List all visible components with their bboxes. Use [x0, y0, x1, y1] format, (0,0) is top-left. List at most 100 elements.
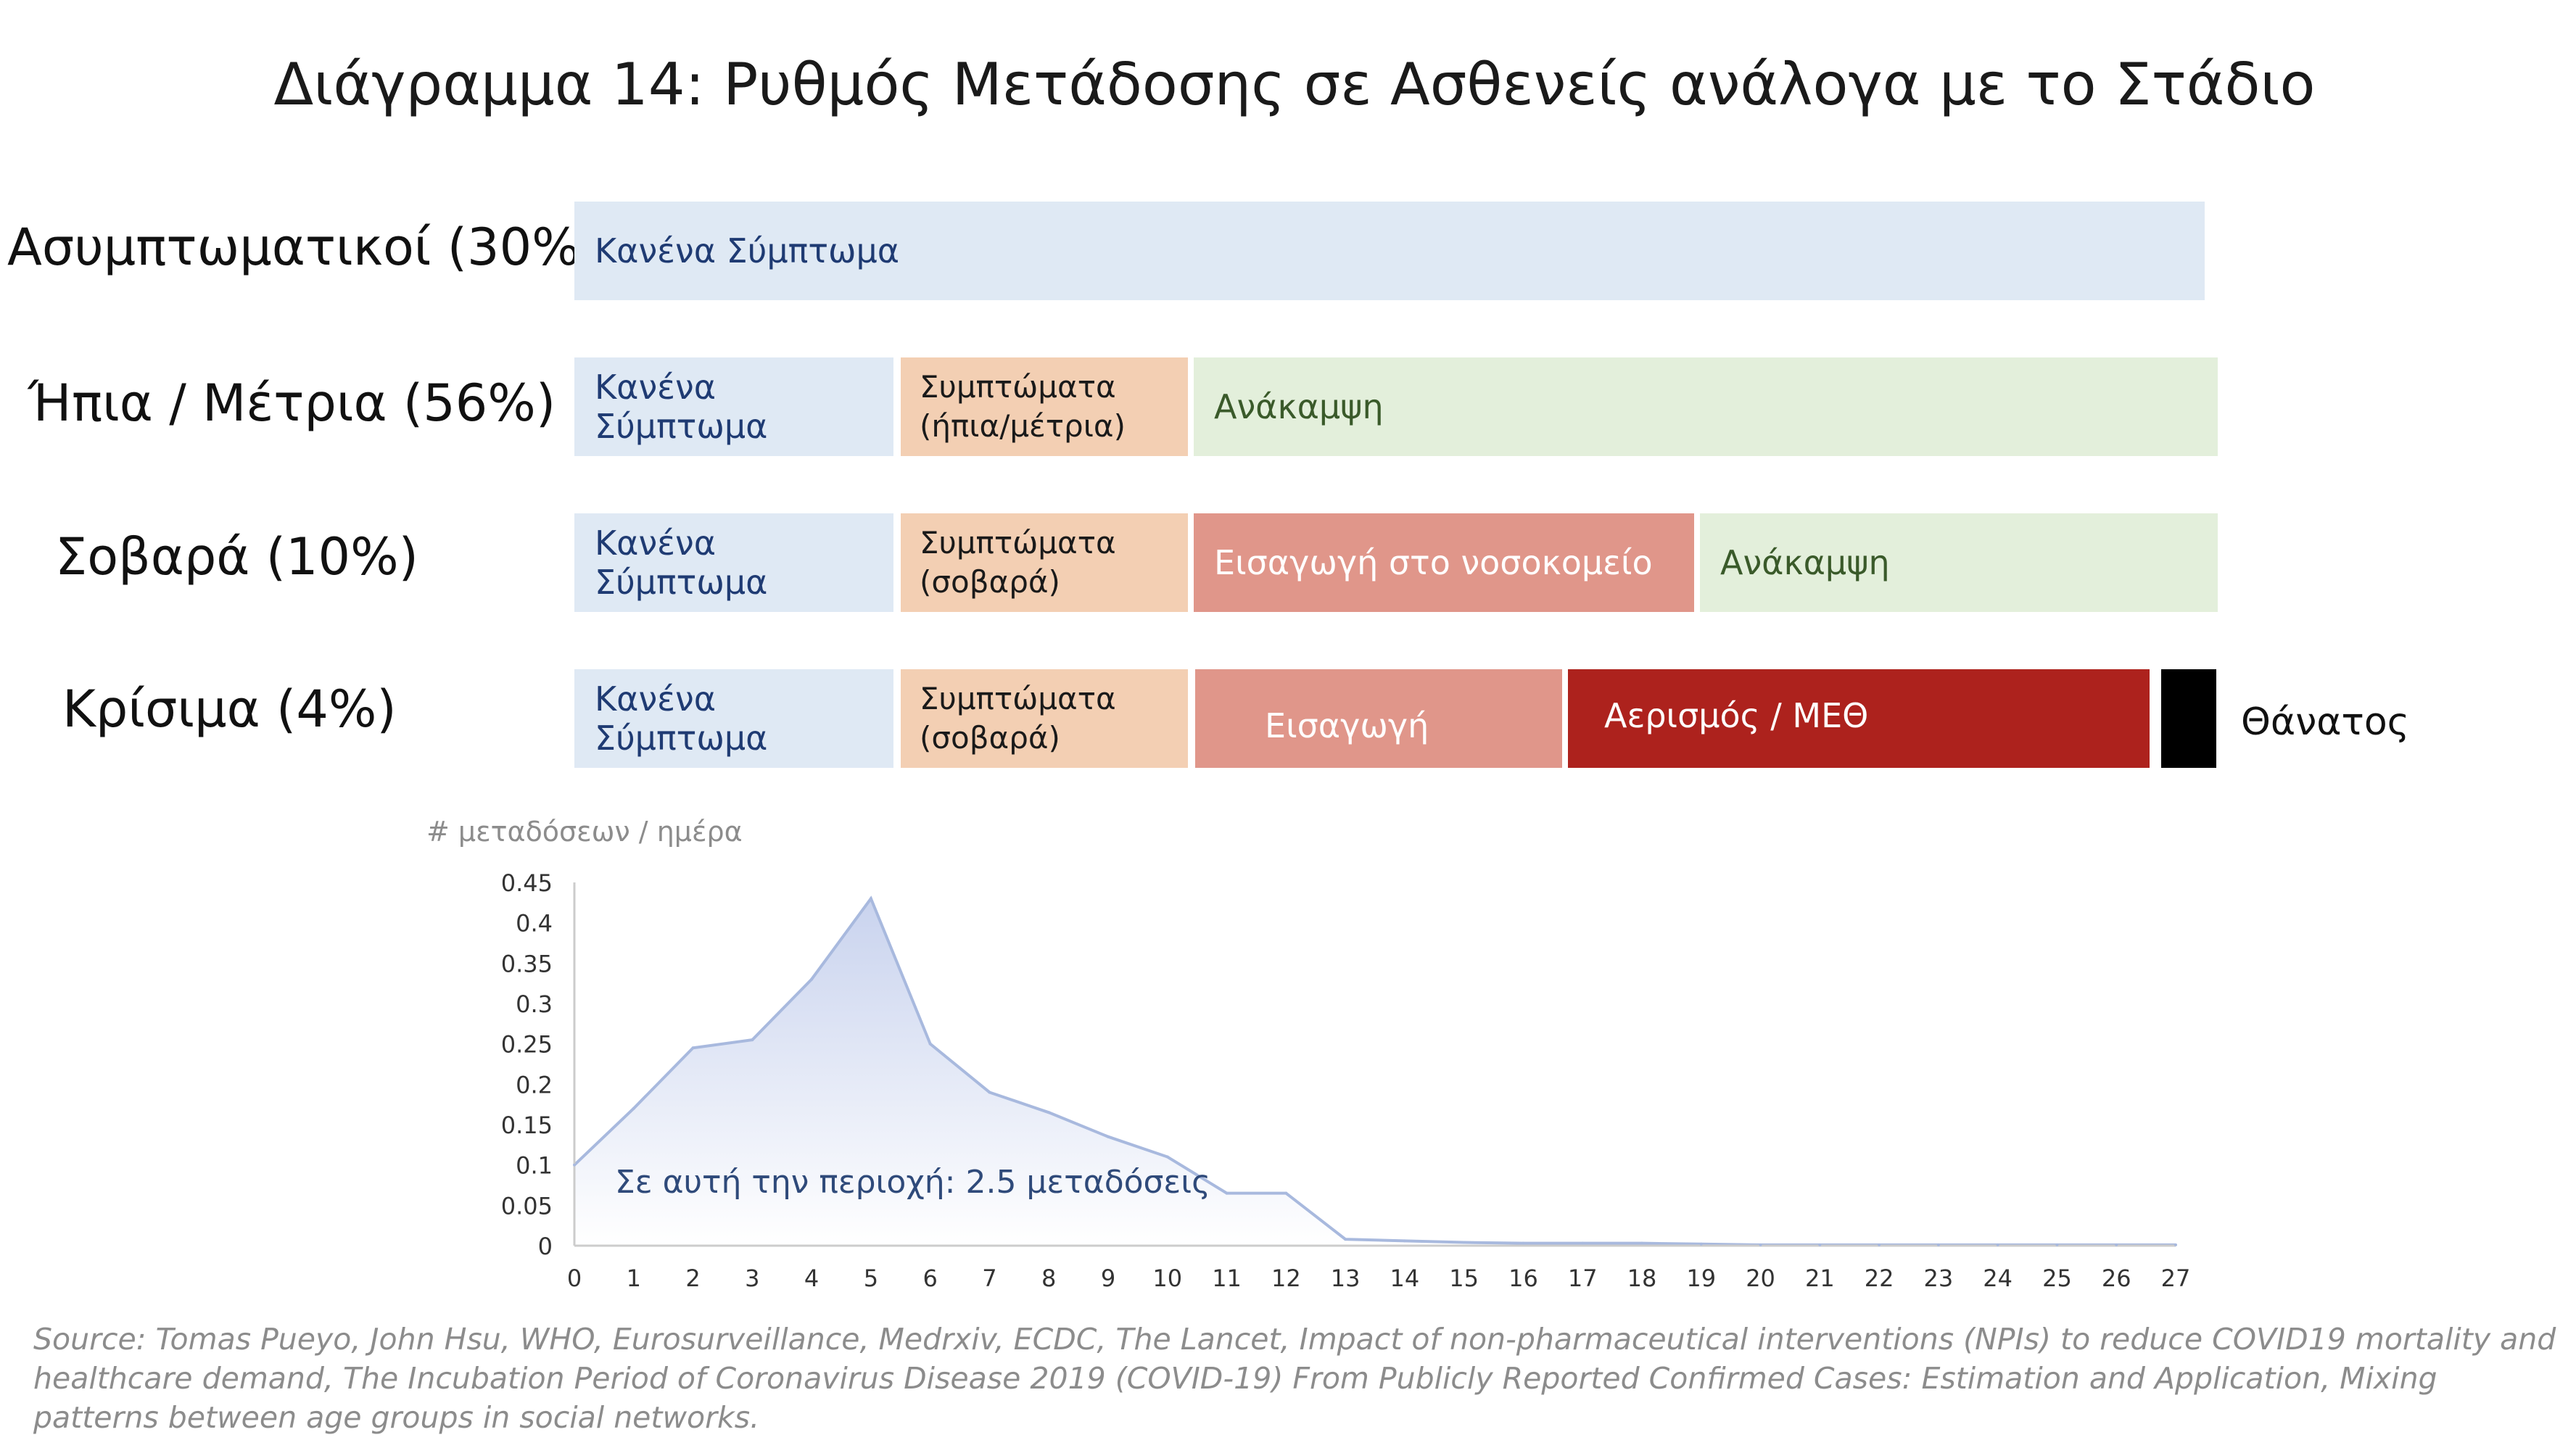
segment-no-symptoms: Κανένα Σύμπτωμα: [574, 669, 893, 768]
y-tick-label: 0.1: [516, 1152, 553, 1180]
segment-label: Συμπτώματα (σοβαρά): [920, 681, 1116, 756]
y-tick-label: 0.3: [516, 990, 553, 1018]
data-point: [751, 1038, 754, 1042]
segment-label: Κανένα Σύμπτωμα: [595, 231, 900, 270]
x-tick-label: 25: [2042, 1265, 2072, 1292]
x-tick-label: 4: [804, 1265, 819, 1292]
y-tick-label: 0: [538, 1233, 553, 1260]
y-axis-ticks: 0 0.05 0.1 0.15 0.2 0.25 0.3 0.35 0.4 0.45: [501, 869, 553, 1260]
x-tick-label: 22: [1865, 1265, 1894, 1292]
x-tick-label: 21: [1805, 1265, 1835, 1292]
x-tick-label: 17: [1568, 1265, 1598, 1292]
y-tick-label: 0.45: [501, 869, 553, 897]
segment-label: Συμπτώματα (ήπια/μέτρια): [920, 369, 1126, 444]
segment-recovery: Ανάκαμψη: [1194, 357, 2218, 456]
segment-label: Αερισμός / ΜΕΘ: [1604, 696, 1869, 735]
data-point: [869, 897, 872, 901]
death-label: Θάνατος: [2241, 700, 2410, 744]
segment-label: Ανάκαμψη: [1720, 543, 1890, 582]
data-point: [1936, 1243, 1940, 1246]
x-tick-label: 20: [1746, 1265, 1775, 1292]
data-point: [1165, 1155, 1169, 1159]
x-tick-label: 12: [1271, 1265, 1301, 1292]
y-tick-label: 0.05: [501, 1192, 553, 1220]
x-axis-ticks: 0 1 2 3 4 5 6 7 8 9 10 11 12 13 14 15 16 17 18 19 20 21 22 23 24…: [567, 1265, 2191, 1292]
y-axis-label: # μεταδόσεων / ημέρα: [426, 816, 743, 848]
x-tick-label: 19: [1686, 1265, 1716, 1292]
x-tick-label: 8: [1041, 1265, 1056, 1292]
data-point: [1284, 1191, 1288, 1195]
y-tick-label: 0.4: [516, 910, 553, 938]
segment-label: Κανένα Σύμπτωμα: [595, 524, 768, 602]
x-tick-label: 10: [1152, 1265, 1182, 1292]
data-point: [1640, 1241, 1643, 1245]
data-point: [1107, 1135, 1110, 1138]
segment-symptoms: Συμπτώματα (σοβαρά): [901, 669, 1188, 768]
x-tick-label: 13: [1331, 1265, 1361, 1292]
y-tick-label: 0.25: [501, 1031, 553, 1059]
data-point: [928, 1042, 932, 1046]
segment-death: [2161, 669, 2216, 768]
data-point: [573, 1163, 576, 1167]
data-point: [1344, 1238, 1347, 1241]
segment-symptoms: Συμπτώματα (σοβαρά): [901, 513, 1188, 612]
data-point: [1699, 1242, 1703, 1246]
x-tick-label: 27: [2161, 1265, 2191, 1292]
x-tick-label: 0: [567, 1265, 582, 1292]
segment-hospital: Εισαγωγή: [1195, 669, 1562, 768]
row-label-severe: Σοβαρά (10%): [55, 527, 418, 587]
row-label-critical: Κρίσιμα (4%): [62, 679, 397, 739]
x-tick-label: 18: [1627, 1265, 1657, 1292]
x-tick-label: 5: [864, 1265, 878, 1292]
segment-label: Κανένα Σύμπτωμα: [595, 368, 768, 446]
y-tick-label: 0.35: [501, 950, 553, 977]
data-point: [2174, 1243, 2177, 1246]
data-point: [1225, 1191, 1229, 1195]
x-tick-label: 24: [1983, 1265, 2012, 1292]
data-point: [2115, 1243, 2118, 1246]
x-tick-label: 3: [745, 1265, 759, 1292]
data-point: [1462, 1241, 1466, 1244]
x-tick-label: 1: [627, 1265, 641, 1292]
data-point: [810, 977, 814, 981]
x-tick-label: 7: [982, 1265, 996, 1292]
data-point: [1996, 1243, 1999, 1246]
segment-recovery: Ανάκαμψη: [1700, 513, 2218, 612]
data-point: [1581, 1241, 1585, 1245]
x-tick-label: 9: [1101, 1265, 1115, 1292]
x-tick-label: 15: [1449, 1265, 1479, 1292]
segment-no-symptoms: Κανένα Σύμπτωμα: [574, 513, 893, 612]
x-tick-label: 14: [1390, 1265, 1420, 1292]
y-tick-label: 0.15: [501, 1112, 553, 1139]
data-point: [1759, 1243, 1762, 1246]
x-tick-label: 2: [685, 1265, 700, 1292]
segment-no-symptoms: Κανένα Σύμπτωμα: [574, 357, 893, 456]
segment-symptoms: Συμπτώματα (ήπια/μέτρια): [901, 357, 1188, 456]
row-label-mild: Ήπια / Μέτρια (56%): [28, 373, 556, 433]
data-points: [573, 897, 2177, 1246]
segment-no-symptoms: Κανένα Σύμπτωμα: [574, 202, 2205, 300]
source-note: Source: Tomas Pueyo, John Hsu, WHO, Euro…: [33, 1322, 2556, 1435]
data-point: [1047, 1111, 1051, 1114]
x-tick-label: 23: [1924, 1265, 1954, 1292]
data-point: [1878, 1243, 1881, 1246]
transmission-curve-chart: # μεταδόσεων / ημέρα 0 0.05 0.1 0.15 0.2 0.25…: [426, 816, 2191, 1292]
segment-icu: Αερισμός / ΜΕΘ: [1568, 669, 2150, 768]
segment-label: Εισαγωγή στο νοσοκομείο: [1214, 543, 1653, 582]
transmission-area: [574, 898, 2176, 1246]
data-point: [1403, 1239, 1406, 1243]
data-point: [1818, 1243, 1822, 1246]
chart-title: Διάγραμμα 14: Ρυθμός Μετάδοσης σε Ασθενε…: [273, 51, 2316, 118]
x-tick-label: 6: [922, 1265, 937, 1292]
row-label-asymptomatic: Ασυμπτωματικοί (30%): [7, 218, 600, 277]
segment-label: Συμπτώματα (σοβαρά): [920, 525, 1116, 600]
x-tick-label: 26: [2102, 1265, 2131, 1292]
data-point: [988, 1091, 991, 1094]
data-point: [1522, 1241, 1525, 1245]
segment-label: Ανάκαμψη: [1214, 387, 1384, 426]
x-tick-label: 16: [1508, 1265, 1538, 1292]
segment-hospital: Εισαγωγή στο νοσοκομείο: [1194, 513, 1694, 612]
segment-label: Κανένα Σύμπτωμα: [595, 679, 768, 758]
data-point: [632, 1106, 635, 1110]
x-tick-label: 11: [1212, 1265, 1242, 1292]
